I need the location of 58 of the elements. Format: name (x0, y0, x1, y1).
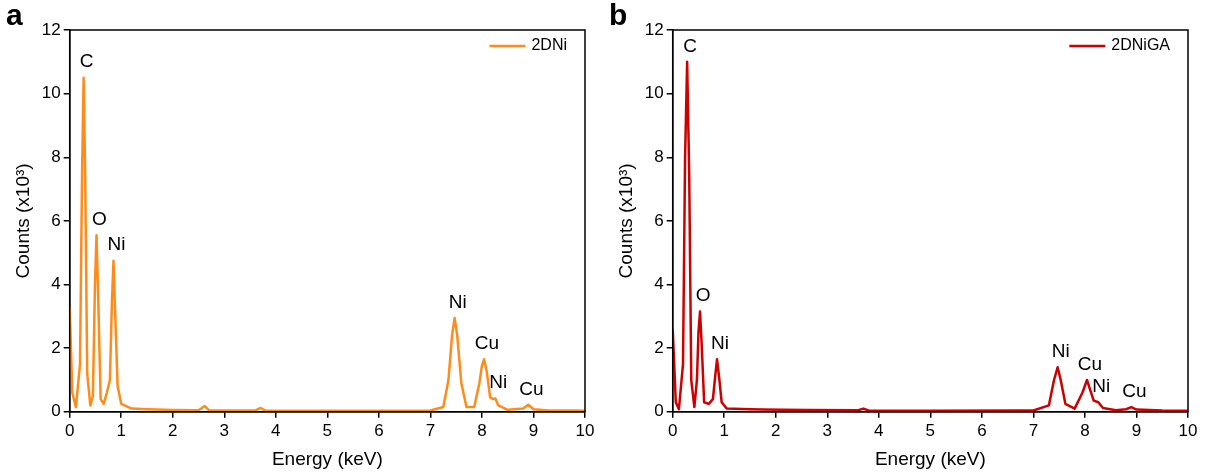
annotation: Ni (1092, 374, 1111, 396)
y-tick-label: 10 (41, 83, 61, 103)
y-tick-label: 12 (644, 19, 664, 39)
x-tick-label: 5 (322, 420, 333, 440)
y-axis-title: Counts (x10³) (614, 163, 636, 279)
y-tick-label: 6 (51, 210, 61, 230)
y-tick-label: 0 (51, 401, 61, 421)
x-tick-label: 7 (1028, 420, 1039, 440)
annotation: Ni (107, 233, 126, 255)
y-tick-label: 6 (654, 210, 664, 230)
y-tick-label: 8 (51, 146, 61, 166)
y-tick-label: 12 (41, 19, 61, 39)
chart-title: a (6, 0, 23, 32)
x-tick-label: 9 (528, 420, 539, 440)
x-tick-label: 8 (477, 420, 487, 440)
x-tick-label: 4 (874, 420, 884, 440)
x-tick-label: 7 (425, 420, 436, 440)
y-tick-label: 2 (51, 337, 61, 357)
annotation: C (79, 50, 94, 72)
annotation: Ni (1051, 339, 1070, 361)
x-tick-label: 2 (771, 420, 781, 440)
x-tick-label: 9 (1131, 420, 1142, 440)
x-tick-label: 3 (822, 420, 833, 440)
legend-label: 2DNiGA (1111, 36, 1171, 54)
annotation: Cu (474, 332, 500, 354)
x-tick-label: 6 (374, 420, 384, 440)
x-tick-label: 0 (667, 420, 678, 440)
x-tick-label: 3 (219, 420, 230, 440)
y-tick-label: 8 (654, 146, 664, 166)
x-axis-title: Energy (keV) (271, 447, 383, 469)
annotation: Cu (519, 377, 544, 399)
y-tick-label: 4 (654, 274, 664, 294)
x-tick-label: 0 (64, 420, 75, 440)
annotation: C (683, 34, 697, 56)
x-tick-label: 2 (168, 420, 178, 440)
x-tick-label: 4 (271, 420, 281, 440)
annotation: O (695, 284, 711, 306)
x-axis-title: Energy (keV) (874, 447, 986, 469)
x-tick-label: 1 (116, 420, 126, 440)
y-tick-label: 4 (51, 274, 61, 294)
annotation: Cu (1077, 352, 1103, 374)
annotation: Ni (489, 371, 508, 393)
y-tick-label: 10 (644, 83, 664, 103)
y-tick-label: 0 (654, 401, 664, 421)
x-tick-label: 10 (1178, 420, 1198, 440)
y-tick-label: 2 (654, 337, 664, 357)
legend-label: 2DNi (531, 36, 567, 54)
y-axis-title: Counts (x10³) (11, 163, 33, 279)
x-tick-label: 10 (575, 420, 595, 440)
chart-title: b (609, 0, 628, 32)
x-tick-label: 1 (719, 420, 729, 440)
annotation: Ni (711, 332, 729, 354)
annotation: O (92, 207, 107, 229)
x-tick-label: 8 (1080, 420, 1090, 440)
annotation: Ni (448, 290, 467, 312)
annotation: Cu (1122, 379, 1147, 401)
x-tick-label: 6 (977, 420, 987, 440)
x-tick-label: 5 (925, 420, 936, 440)
